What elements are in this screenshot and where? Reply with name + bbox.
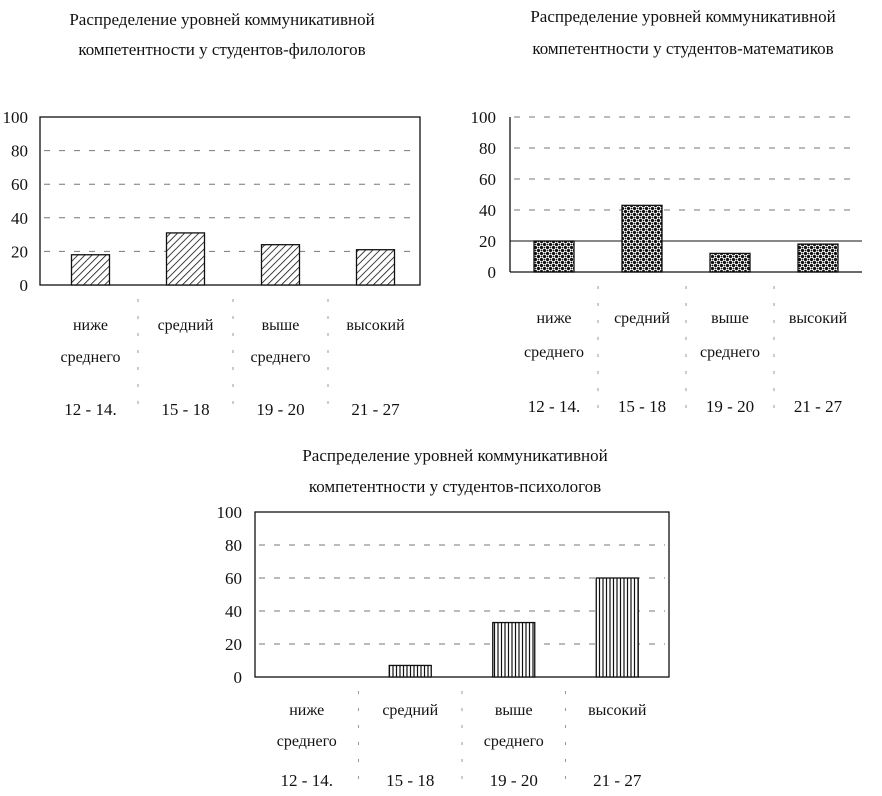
y-tick-label: 60 [225, 569, 242, 588]
category-label: среднего [700, 344, 760, 361]
category-label: выше [495, 702, 533, 719]
bar [709, 252, 751, 273]
y-tick-label: 0 [488, 263, 497, 282]
range-label: 12 - 14. [281, 771, 333, 790]
category-label: высокий [789, 310, 848, 327]
y-tick-label: 80 [479, 139, 496, 158]
bar [388, 664, 432, 678]
plot-frame [39, 116, 421, 286]
category-label: средний [614, 310, 670, 327]
category-label: среднего [61, 349, 121, 366]
bar [165, 232, 206, 286]
chart-title-line: Распределение уровней коммуникативной [69, 10, 374, 29]
y-tick-label: 0 [20, 276, 29, 295]
range-label: 19 - 20 [256, 400, 304, 419]
range-label: 21 - 27 [794, 397, 843, 416]
category-label: ниже [73, 317, 108, 334]
bar [260, 244, 301, 286]
y-tick-label: 40 [11, 209, 28, 228]
category-label: среднего [524, 344, 584, 361]
category-label: средний [158, 317, 214, 334]
y-tick-label: 80 [11, 142, 28, 161]
category-label: высокий [588, 702, 647, 719]
category-label: среднего [277, 733, 337, 750]
bar [533, 240, 575, 273]
category-label: средний [382, 702, 438, 719]
range-label: 19 - 20 [490, 771, 538, 790]
y-tick-label: 40 [479, 201, 496, 220]
plot-frame [254, 511, 670, 678]
chart-psychologists: Распределение уровней коммуникативной ком… [217, 446, 670, 790]
range-label: 21 - 27 [351, 400, 400, 419]
y-tick-label: 60 [479, 170, 496, 189]
chart-title-line: компетентности у студентов-математиков [532, 39, 833, 58]
range-label: 19 - 20 [706, 397, 754, 416]
category-label: высокий [346, 317, 405, 334]
y-tick-label: 80 [225, 536, 242, 555]
y-tick-label: 60 [11, 175, 28, 194]
y-tick-label: 40 [225, 602, 242, 621]
chart-philologists: Распределение уровней коммуникативной ком… [3, 10, 421, 419]
y-tick-label: 0 [234, 668, 243, 687]
chart-title-line: Распределение уровней коммуникативной [302, 446, 607, 465]
chart-title-line: Распределение уровней коммуникативной [530, 7, 835, 26]
y-tick-label: 100 [471, 108, 497, 127]
category-label: ниже [536, 310, 571, 327]
bar [797, 243, 839, 273]
category-label: выше [262, 317, 300, 334]
category-label: среднего [251, 349, 311, 366]
range-label: 15 - 18 [386, 771, 434, 790]
bar [70, 254, 111, 286]
y-tick-label: 20 [11, 242, 28, 261]
category-label: ниже [289, 702, 324, 719]
bar [595, 577, 639, 678]
chart-title-line: компетентности у студентов-психологов [309, 477, 601, 496]
range-label: 12 - 14. [64, 400, 116, 419]
y-tick-label: 20 [225, 635, 242, 654]
range-label: 15 - 18 [161, 400, 209, 419]
bar [621, 204, 663, 273]
chart-mathematicians: Распределение уровней коммуникативной ком… [471, 7, 862, 416]
y-tick-label: 100 [217, 503, 243, 522]
y-tick-label: 20 [479, 232, 496, 251]
chart-title-line: компетентности у студентов-филологов [78, 40, 365, 59]
category-label: среднего [484, 733, 544, 750]
range-label: 15 - 18 [618, 397, 666, 416]
bar [355, 249, 396, 286]
y-tick-label: 100 [3, 108, 29, 127]
bar [492, 621, 536, 678]
range-label: 21 - 27 [593, 771, 642, 790]
range-label: 12 - 14. [528, 397, 580, 416]
category-label: выше [711, 310, 749, 327]
